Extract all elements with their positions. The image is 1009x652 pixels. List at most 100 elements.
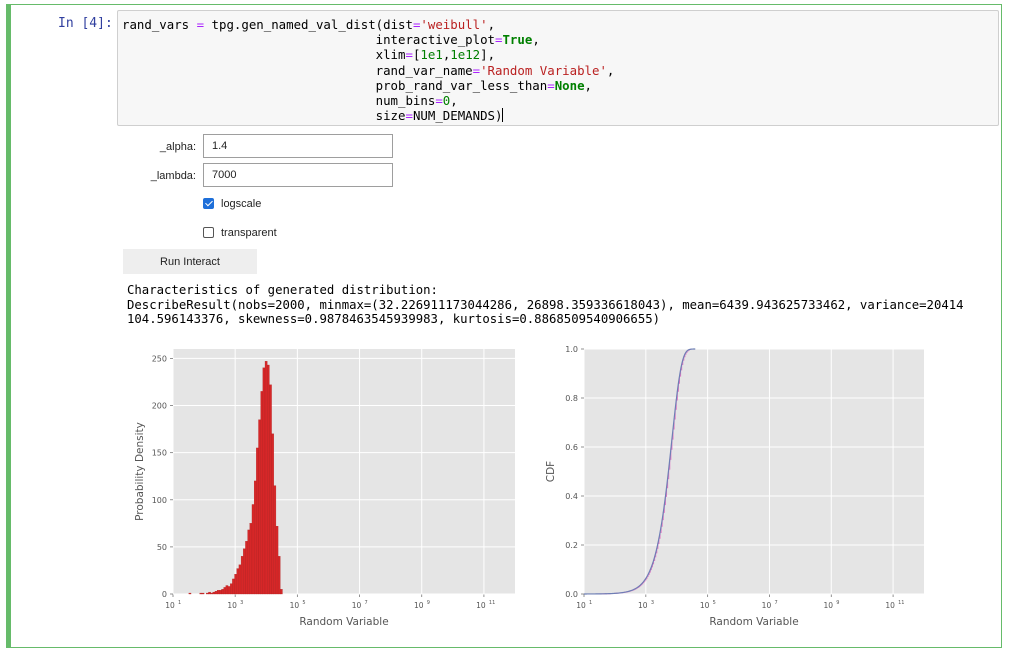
- code-token: size: [122, 108, 406, 124]
- y-tick-label: 100: [152, 496, 167, 505]
- code-token: True: [502, 32, 533, 48]
- histogram-bar: [280, 589, 283, 595]
- code-token: ,: [606, 62, 615, 78]
- histogram-chart: 10 1 10 3 10 5 10 7 10 9 10 11050100150200250Random…: [134, 349, 515, 628]
- code-token: rand_var_name: [122, 62, 473, 78]
- code-token: ,: [442, 47, 451, 63]
- histogram-bar: [240, 556, 244, 595]
- alpha-input[interactable]: [203, 134, 393, 158]
- x-tick-exponent: 3: [240, 600, 243, 606]
- y-axis-label: CDF: [545, 461, 557, 482]
- x-tick-label: 10: [823, 601, 833, 610]
- output-line-1: Characteristics of generated distributio…: [127, 283, 438, 297]
- code-token: ,: [532, 32, 540, 48]
- code-token: =: [412, 17, 421, 32]
- y-tick-label: 0.4: [565, 492, 578, 501]
- histogram-bar: [232, 578, 235, 595]
- text-cursor: [502, 108, 504, 123]
- x-tick-label: 10: [576, 601, 586, 610]
- theoretical-cdf-line: [584, 348, 696, 595]
- histogram-bar: [245, 541, 248, 595]
- code-token: =: [196, 17, 205, 32]
- code-token: ,: [487, 17, 496, 32]
- y-tick-label: 0.2: [565, 541, 578, 550]
- y-tick-label: 0: [162, 590, 167, 599]
- x-tick-label: 10: [476, 601, 486, 610]
- histogram-bar: [269, 384, 272, 595]
- histogram-bar: [264, 361, 268, 595]
- logscale-label[interactable]: logscale: [221, 198, 262, 210]
- histogram-bar: [230, 583, 233, 595]
- code-token: ,: [584, 77, 592, 93]
- histogram-bar: [256, 447, 259, 595]
- histogram-bar: [238, 564, 242, 595]
- code-token: prob_rand_var_less_than: [122, 77, 548, 93]
- code-token: 1e12: [450, 47, 481, 63]
- alpha-label: _alpha:: [159, 141, 196, 153]
- histogram-bar: [258, 419, 261, 595]
- code-token: 0: [442, 93, 451, 109]
- plot-area: [584, 349, 924, 594]
- code-token: =: [495, 32, 503, 48]
- code-token: =: [405, 108, 413, 124]
- histogram-bar: [227, 586, 231, 595]
- histogram-bar: [223, 587, 227, 595]
- transparent-checkbox[interactable]: [203, 227, 214, 238]
- code-token: =: [405, 47, 413, 63]
- output-line-2: DescribeResult(nobs=2000, minmax=(32.226…: [127, 297, 964, 312]
- histogram-bar: [212, 591, 216, 595]
- y-tick-label: 0.0: [565, 590, 578, 599]
- histogram-bar: [267, 364, 270, 595]
- y-axis-label: Probability Density: [134, 422, 146, 521]
- code-token: tpg.gen_named_val_dist(dist: [204, 17, 413, 32]
- x-tick-exponent: 5: [302, 600, 305, 606]
- output-text: Characteristics of generated distributio…: [127, 283, 964, 327]
- lambda-input[interactable]: [203, 163, 393, 187]
- y-tick-label: 0.8: [565, 394, 578, 403]
- code-token: [: [412, 47, 421, 63]
- lambda-label: _lambda:: [150, 170, 196, 182]
- histogram-bar: [214, 591, 218, 595]
- x-tick-exponent: 9: [427, 600, 430, 606]
- histogram-bar: [271, 433, 274, 595]
- y-tick-label: 0.6: [565, 443, 578, 452]
- histogram-bar: [208, 591, 211, 595]
- plot-area: [173, 349, 515, 594]
- y-tick-label: 250: [152, 354, 167, 363]
- code-token: None: [554, 77, 585, 93]
- histogram-bar: [251, 504, 255, 595]
- histogram-bar: [216, 590, 220, 595]
- cdf-chart: 10 1 10 3 10 5 10 7 10 9 10 110.00.20.40.60.81.0Ran…: [545, 345, 924, 628]
- histogram-bar: [219, 590, 222, 595]
- code-token: xlim: [122, 47, 406, 63]
- x-tick-exponent: 9: [836, 600, 839, 606]
- histogram-bar: [247, 529, 250, 595]
- code-token: ],: [480, 47, 496, 63]
- x-tick-label: 10: [638, 601, 648, 610]
- logscale-checkbox[interactable]: [203, 198, 214, 209]
- y-tick-label: 50: [157, 543, 167, 552]
- code-token: 'Random Variable': [480, 62, 607, 78]
- y-tick-label: 200: [152, 402, 167, 411]
- histogram-bar: [221, 589, 224, 595]
- histogram-bar: [262, 367, 266, 595]
- x-tick-exponent: 3: [651, 600, 654, 606]
- code-token: NUM_DEMANDS): [412, 108, 503, 124]
- code-text[interactable]: rand_vars = tpg.gen_named_val_dist(dist=…: [122, 17, 614, 123]
- histogram-bar: [210, 592, 213, 595]
- x-tick-exponent: 1: [178, 600, 181, 606]
- run-interact-button[interactable]: Run Interact: [123, 249, 257, 274]
- histogram-bar: [236, 568, 240, 595]
- code-editor[interactable]: rand_vars = tpg.gen_named_val_dist(dist=…: [117, 10, 999, 126]
- x-tick-label: 10: [290, 601, 300, 610]
- histogram-bar: [275, 526, 279, 595]
- x-tick-exponent: 11: [489, 600, 495, 606]
- histogram-bar: [260, 391, 264, 595]
- code-token: num_bins: [122, 93, 436, 109]
- x-tick-label: 10: [352, 601, 362, 610]
- code-token: rand_vars: [122, 17, 197, 32]
- histogram-bar: [188, 592, 192, 595]
- transparent-label[interactable]: transparent: [221, 227, 277, 239]
- x-tick-exponent: 7: [774, 600, 777, 606]
- x-axis-label: Random Variable: [299, 616, 388, 628]
